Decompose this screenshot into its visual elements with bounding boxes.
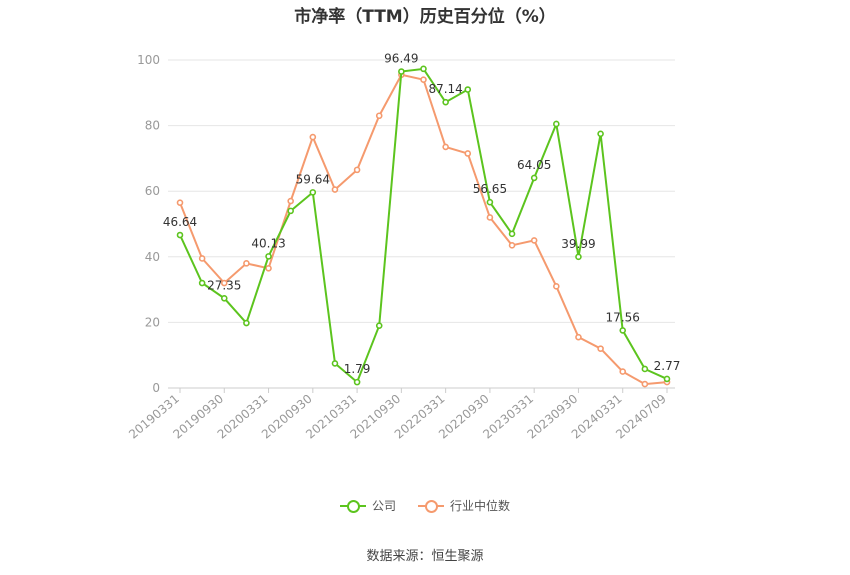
- data-label: 56.65: [473, 182, 507, 196]
- legend-swatch-company: [339, 499, 366, 513]
- data-label: 46.64: [163, 215, 197, 229]
- data-point: [508, 242, 516, 249]
- data-point: [243, 260, 250, 267]
- data-point: [243, 319, 250, 327]
- data-point: [553, 120, 560, 128]
- data-point: [398, 68, 405, 75]
- data-point: [442, 143, 449, 151]
- data-point: [530, 237, 538, 244]
- data-label: 27.35: [207, 278, 241, 292]
- data-label: 39.99: [561, 237, 595, 251]
- y-tick-label: 60: [145, 184, 160, 198]
- data-point: [353, 378, 361, 386]
- legend-swatch-industry-median: [418, 499, 444, 513]
- data-point: [530, 174, 538, 182]
- data-point: [442, 98, 449, 106]
- legend-item-industry-median[interactable]: 行业中位数: [418, 497, 510, 514]
- data-point: [597, 345, 604, 352]
- legend: 公司 行业中位数: [0, 497, 850, 514]
- legend-label-industry-median: 行业中位数: [450, 499, 511, 513]
- data-label: 87.14: [428, 82, 462, 96]
- legend-label-company: 公司: [371, 499, 396, 513]
- data-point: [331, 186, 339, 193]
- data-point: [641, 380, 649, 388]
- series-line-0: [179, 67, 668, 384]
- data-point: [420, 76, 427, 83]
- data-label: 2.77: [654, 359, 681, 373]
- data-point: [420, 65, 427, 73]
- data-point: [176, 231, 184, 239]
- y-tick-label: 80: [145, 119, 160, 133]
- data-point: [464, 86, 472, 93]
- data-point: [575, 333, 582, 341]
- data-point: [375, 322, 383, 329]
- data-point: [619, 368, 627, 375]
- chart-title: 市净率（TTM）历史百分位（%）: [294, 7, 556, 27]
- y-tick-label: 100: [137, 53, 160, 67]
- data-label: 59.64: [296, 172, 330, 186]
- data-point: [198, 255, 206, 262]
- data-point: [553, 283, 560, 290]
- data-point: [464, 150, 472, 157]
- data-point: [309, 189, 317, 196]
- data-label: 1.79: [344, 362, 371, 376]
- data-point: [375, 112, 383, 120]
- data-point: [309, 133, 317, 141]
- y-tick-label: 20: [145, 315, 160, 329]
- data-point: [486, 198, 494, 206]
- data-source-note: 数据来源：恒生聚源: [366, 549, 484, 564]
- data-point: [663, 375, 671, 383]
- line-chart: 0204060801002019033120190930202003312020…: [126, 52, 681, 442]
- y-tick-label: 40: [145, 250, 160, 264]
- data-point: [220, 294, 228, 302]
- data-point: [331, 360, 339, 367]
- data-point: [265, 264, 272, 272]
- data-point: [597, 130, 604, 138]
- data-point: [265, 253, 272, 260]
- data-label: 96.49: [384, 52, 418, 66]
- data-point: [198, 279, 206, 287]
- data-point: [220, 279, 228, 287]
- y-tick-label: 0: [152, 381, 160, 395]
- legend-item-company[interactable]: 公司: [339, 497, 396, 514]
- data-label: 17.56: [606, 310, 640, 324]
- data-point: [176, 199, 184, 206]
- data-label: 64.05: [517, 158, 551, 172]
- data-point: [619, 327, 627, 334]
- data-point: [641, 365, 649, 373]
- data-point: [287, 207, 294, 215]
- data-point: [287, 197, 294, 205]
- data-point: [575, 253, 582, 261]
- data-point: [486, 214, 494, 221]
- data-point: [508, 230, 516, 238]
- series-line-1: [179, 73, 668, 386]
- data-label: 40.13: [251, 236, 285, 250]
- data-point: [353, 166, 361, 174]
